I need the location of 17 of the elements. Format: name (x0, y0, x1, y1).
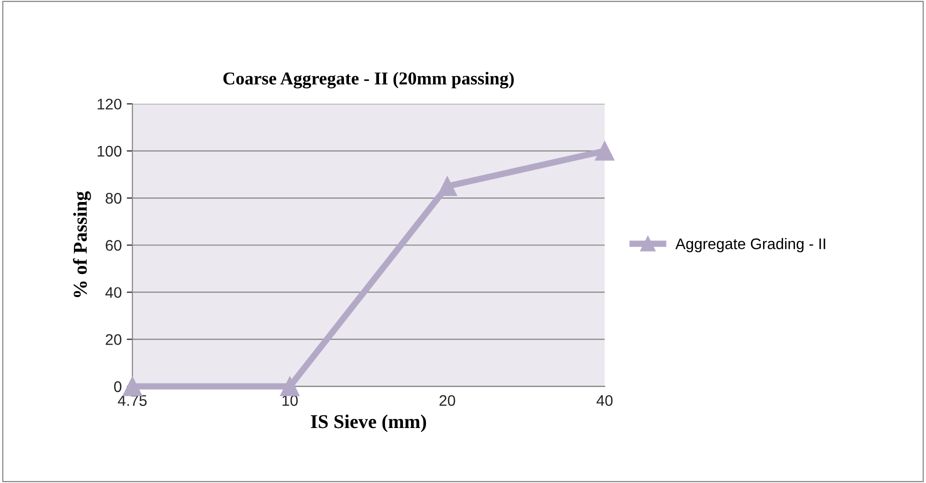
point (122, 376, 142, 396)
point (438, 176, 457, 196)
y-tick-label: 0 (114, 381, 122, 392)
y-tick-label: 100 (98, 146, 122, 157)
y-tick-label: 40 (105, 287, 122, 298)
x-tick-label: 40 (596, 395, 613, 406)
y-tick-label: 80 (106, 192, 122, 204)
point (280, 376, 300, 396)
y-axis-title: % of Passing (72, 191, 91, 298)
point (594, 141, 614, 161)
x-tick-label: 20 (440, 395, 456, 406)
y-tick-label: 120 (98, 98, 122, 110)
legend-label: Aggregate Grading - II (675, 238, 826, 252)
chart-title: Coarse Aggregate - II (20mm passing) (223, 72, 514, 88)
y-tick-label: 60 (106, 240, 122, 251)
y-tick-label: 20 (106, 334, 122, 345)
x-axis-title: IS Sieve (mm) (310, 414, 426, 432)
